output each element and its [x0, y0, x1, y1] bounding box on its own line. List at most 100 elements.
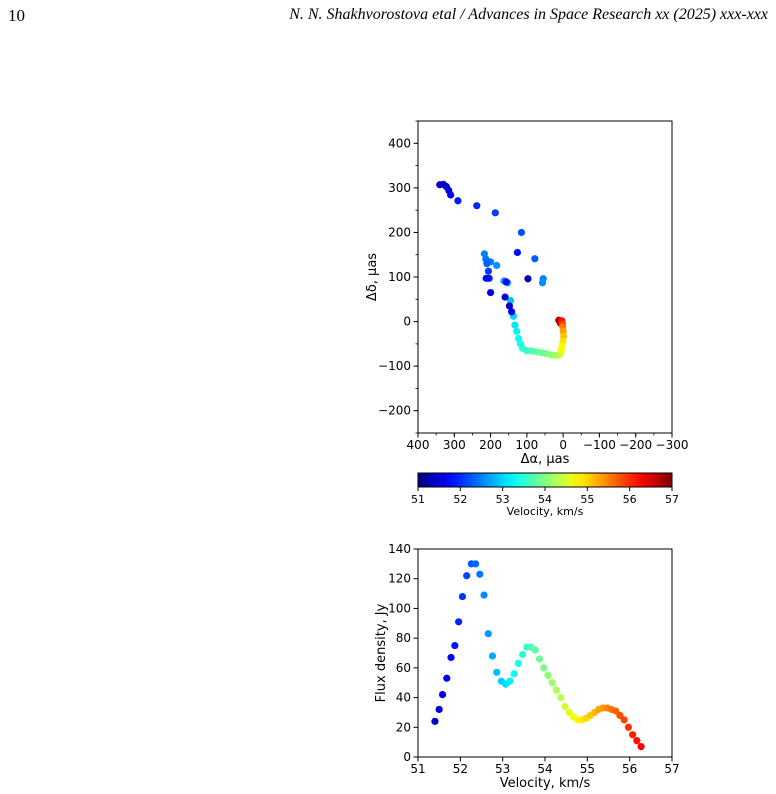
- data-point: [458, 592, 467, 601]
- data-point: [502, 278, 510, 286]
- y-tick-label: 60: [396, 661, 411, 675]
- data-point: [538, 279, 547, 287]
- x-axis-label: Velocity, km/s: [500, 776, 591, 791]
- data-point: [488, 652, 497, 660]
- data-point: [438, 691, 447, 699]
- data-point: [629, 731, 637, 739]
- data-point: [491, 209, 499, 217]
- data-point: [473, 202, 481, 210]
- y-tick-label: 80: [396, 631, 411, 645]
- data-point: [508, 308, 516, 316]
- y-tick-label: −200: [378, 404, 411, 418]
- data-point: [616, 711, 624, 720]
- x-tick-label: −200: [619, 438, 652, 452]
- data-point: [484, 267, 492, 275]
- y-tick-label: 20: [396, 720, 411, 734]
- spectrum-plot-frame: [417, 548, 673, 758]
- data-point: [518, 650, 527, 659]
- data-point: [620, 716, 628, 724]
- data-point: [535, 655, 544, 663]
- y-tick-label: 140: [388, 542, 411, 556]
- x-tick-label: 300: [443, 438, 466, 452]
- data-point: [511, 321, 519, 329]
- data-point: [561, 702, 569, 711]
- x-tick-label: 51: [410, 762, 425, 776]
- x-tick-label: 400: [407, 438, 430, 452]
- x-tick-label: 56: [622, 762, 637, 776]
- x-tick-label: 53: [495, 762, 510, 776]
- colorbar-tick-label: 54: [538, 493, 552, 506]
- x-tick-label: 100: [515, 438, 538, 452]
- data-point: [454, 197, 462, 205]
- y-tick-label: 100: [388, 270, 411, 284]
- page-number: 10: [8, 6, 25, 25]
- data-point: [501, 293, 509, 301]
- data-point: [486, 289, 495, 297]
- data-point: [484, 630, 492, 638]
- data-point: [624, 723, 632, 731]
- data-point: [435, 705, 443, 714]
- data-point: [531, 255, 539, 263]
- data-point: [557, 693, 565, 702]
- data-point: [505, 302, 514, 310]
- spectrum-plot: 51 52 53 54 55 56 57 0 20 40 60 80 100 120 140 Velocity…: [374, 542, 680, 791]
- x-tick-label: −300: [656, 438, 689, 452]
- y-tick-label: 300: [388, 181, 411, 195]
- colorbar-tick-label: 57: [665, 493, 679, 506]
- y-axis-label: Δδ, μas: [365, 253, 380, 301]
- x-axis-label: Δα, μas: [521, 452, 570, 467]
- data-point: [544, 671, 552, 679]
- data-point: [559, 332, 568, 340]
- data-point: [524, 275, 532, 283]
- data-point: [514, 659, 522, 668]
- data-point: [447, 653, 455, 662]
- y-tick-label: 400: [388, 136, 411, 150]
- data-point: [506, 297, 515, 305]
- y-tick-label: 200: [388, 225, 411, 239]
- data-point: [455, 618, 463, 626]
- data-point: [480, 250, 489, 258]
- y-tick-label: 120: [388, 572, 411, 586]
- colorbar-label: Velocity, km/s: [507, 505, 584, 518]
- colorbar-tick-label: 53: [496, 493, 510, 506]
- x-tick-label: 55: [580, 762, 595, 776]
- data-point: [480, 591, 488, 599]
- data-point: [540, 664, 548, 672]
- data-point: [565, 708, 573, 717]
- data-point: [612, 707, 620, 715]
- data-point: [633, 737, 641, 745]
- y-tick-label: −100: [378, 359, 411, 373]
- x-tick-label: −100: [583, 438, 616, 452]
- colorbar: 51 52 53 54 55 56 57 Velocity, km/s: [411, 472, 679, 518]
- data-point: [443, 674, 451, 682]
- data-point: [431, 717, 439, 725]
- data-point: [506, 677, 514, 685]
- data-point: [637, 743, 645, 751]
- data-point: [451, 641, 459, 650]
- data-point: [513, 327, 521, 335]
- data-point: [552, 686, 561, 694]
- data-point: [447, 191, 455, 199]
- y-tick-label: 100: [388, 601, 411, 615]
- x-tick-label: 54: [537, 762, 552, 776]
- data-point: [531, 646, 539, 654]
- data-point: [517, 228, 526, 237]
- data-point: [471, 560, 480, 568]
- y-tick-label: 0: [403, 750, 411, 764]
- colorbar-tick-label: 52: [453, 493, 467, 506]
- running-title: N. N. Shakhvorostova etal / Advances in …: [289, 6, 768, 23]
- sky-plot: 400 300 200 100 0 −100 −200 −300−200−1000100200…: [365, 120, 689, 467]
- data-point: [476, 570, 484, 578]
- data-point: [548, 679, 556, 687]
- colorbar-tick-label: 55: [580, 493, 594, 506]
- y-tick-label: 0: [403, 315, 411, 329]
- x-tick-label: 200: [479, 438, 502, 452]
- data-point: [510, 670, 518, 678]
- y-axis-label: Flux density, Jy: [374, 603, 389, 702]
- colorbar-tick-label: 51: [411, 493, 425, 506]
- x-tick-label: 52: [453, 762, 468, 776]
- colorbar-bar: [417, 472, 673, 488]
- data-point: [493, 261, 501, 270]
- data-point: [463, 572, 471, 580]
